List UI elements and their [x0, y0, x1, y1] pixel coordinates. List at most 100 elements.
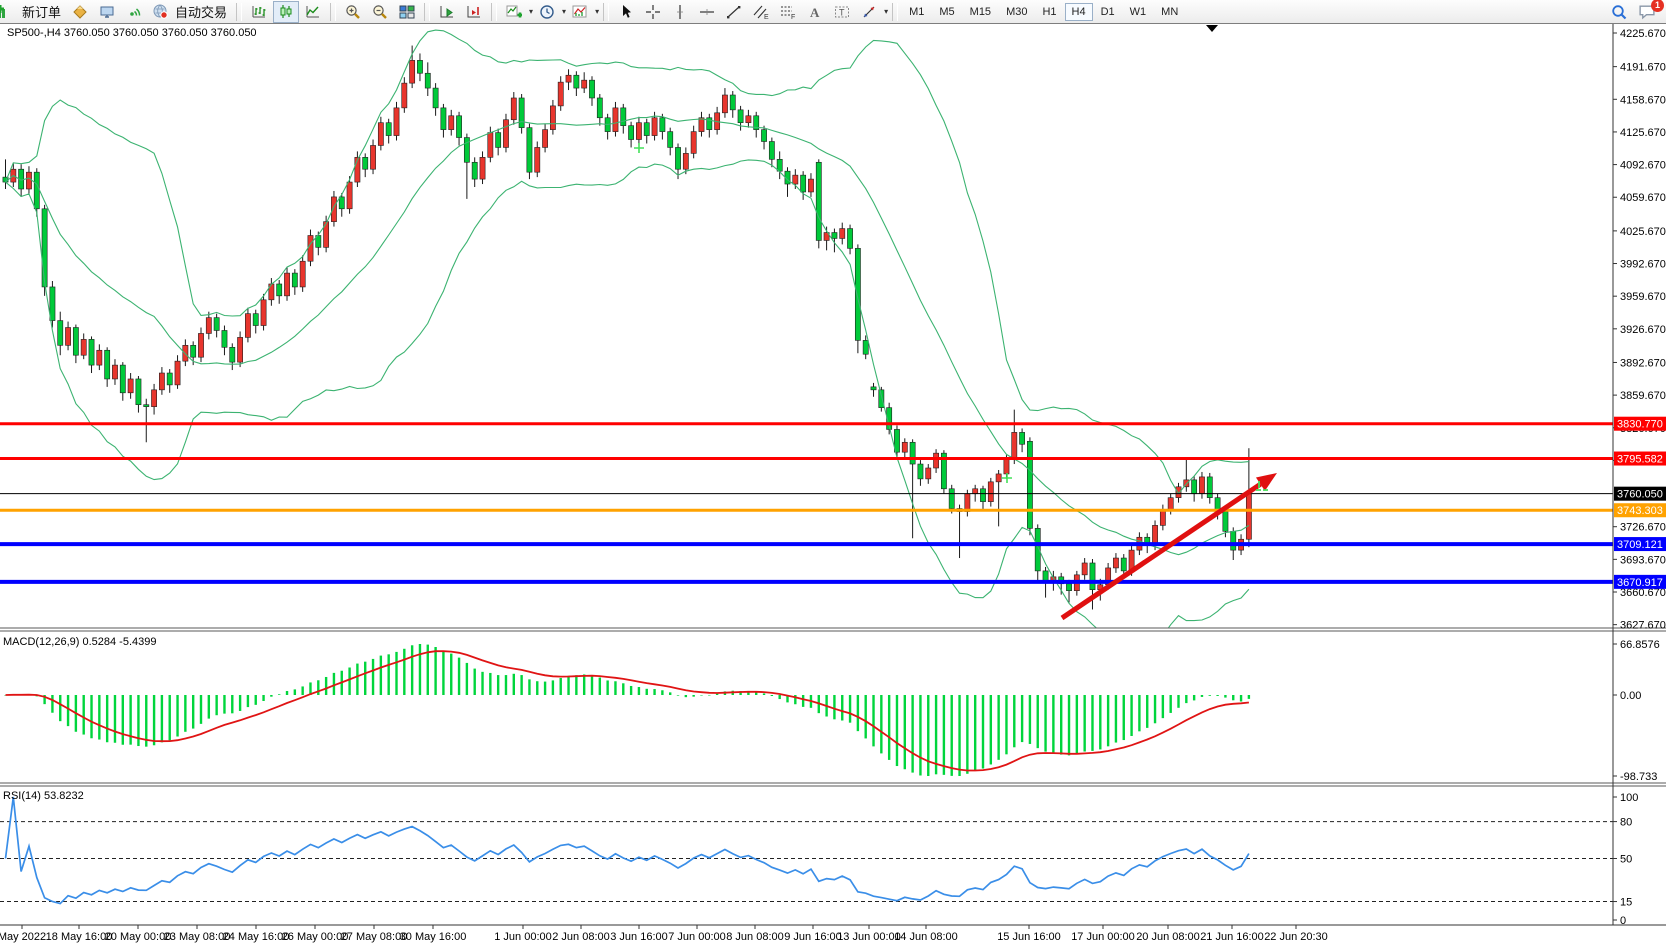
new-order-button[interactable]: 新订单 — [17, 2, 66, 22]
line-chart-icon[interactable] — [300, 1, 326, 23]
text-icon[interactable]: A — [802, 1, 828, 23]
time-tick-label: 30 May 16:00 — [400, 931, 467, 943]
rsi-indicator-label: RSI(14) 53.8232 — [3, 790, 84, 802]
price-label-3760.050: 3760.050 — [1614, 486, 1666, 501]
time-tick-label: 7 Jun 00:00 — [668, 931, 726, 943]
autotrading-icon — [153, 4, 171, 20]
timeframe-d1-button[interactable]: D1 — [1100, 5, 1115, 18]
templates-icon-dropdown[interactable]: ▾ — [595, 7, 600, 16]
timeframe-h4-button[interactable]: H4 — [1064, 2, 1093, 21]
signal-icon[interactable] — [121, 1, 147, 23]
auto-trading-button-label: 自动交易 — [175, 5, 228, 20]
toolbar-separator — [603, 2, 610, 21]
bar-chart-icon[interactable] — [246, 1, 272, 23]
tile-windows-icon[interactable] — [394, 1, 420, 23]
chart-shift-icon[interactable] — [461, 1, 487, 23]
time-tick-label: 27 May 08:00 — [341, 931, 408, 943]
timeframe-m1-button[interactable]: M1 — [909, 5, 925, 18]
timeframe-w1-button[interactable]: W1 — [1129, 5, 1147, 18]
price-label-3709.121: 3709.121 — [1614, 537, 1666, 552]
timeframe-mn-button[interactable]: MN — [1161, 5, 1179, 18]
timeframe-m15-button[interactable]: M15 — [969, 5, 992, 18]
new-order-button-label: 新订单 — [22, 5, 62, 20]
macd-signal-line — [5, 650, 1249, 772]
terminal-icon[interactable] — [94, 1, 120, 23]
rsi-line — [4, 796, 1250, 905]
price-tick-label: 3693.670 — [1620, 554, 1666, 566]
periods-icon[interactable] — [534, 1, 560, 23]
price-tick-label: 3959.670 — [1620, 291, 1666, 303]
time-tick-label: 22 Jun 20:30 — [1264, 931, 1328, 943]
trend-arrow-object[interactable] — [1060, 473, 1277, 621]
price-tick-label: 4125.670 — [1620, 127, 1666, 139]
toolbar-right-group: 1 — [1606, 0, 1666, 23]
svg-text:T: T — [839, 7, 845, 17]
hline-icon[interactable] — [694, 1, 720, 23]
search-icon[interactable] — [1606, 1, 1632, 23]
trendline-icon[interactable] — [721, 1, 747, 23]
macd-scale-label: 66.8576 — [1620, 639, 1660, 651]
timeframe-m30-button[interactable]: M30 — [1006, 5, 1028, 18]
svg-text:3743.303: 3743.303 — [1617, 505, 1663, 517]
price-pointer-marker — [1256, 481, 1268, 491]
time-tick-label: May 2022 — [0, 931, 46, 943]
fibonacci-icon[interactable]: F — [775, 1, 801, 23]
bollinger-middle — [5, 115, 1250, 556]
vline-icon[interactable] — [667, 1, 693, 23]
chart-add-icon[interactable] — [0, 1, 16, 23]
price-tick-label: 4225.670 — [1620, 28, 1666, 40]
zoom-in-icon[interactable] — [340, 1, 366, 23]
rsi-scale-label: 15 — [1620, 897, 1632, 909]
bollinger-upper — [4, 29, 1249, 495]
gold-gem-icon[interactable] — [67, 1, 93, 23]
arrows-icon-dropdown[interactable]: ▾ — [884, 7, 889, 16]
price-tick-label: 3859.670 — [1620, 390, 1666, 402]
time-tick-label: 23 May 08:00 — [164, 931, 231, 943]
trade-marker-plus — [634, 143, 644, 153]
svg-text:A: A — [810, 5, 820, 20]
templates-icon[interactable] — [567, 1, 593, 23]
price-tick-label: 3992.670 — [1620, 259, 1666, 271]
price-tick-label: 4158.670 — [1620, 94, 1666, 106]
channel-icon[interactable]: E — [748, 1, 774, 23]
svg-text:3795.582: 3795.582 — [1617, 454, 1663, 466]
zoom-out-icon[interactable] — [367, 1, 393, 23]
periods-icon-dropdown[interactable]: ▾ — [562, 7, 567, 16]
time-tick-label: 8 Jun 08:00 — [726, 931, 784, 943]
arrows-icon[interactable] — [856, 1, 882, 23]
timeframe-h1-button[interactable]: H1 — [1042, 5, 1057, 18]
toolbar-separator — [236, 2, 243, 21]
svg-text:3830.770: 3830.770 — [1617, 419, 1663, 431]
bollinger-lower — [5, 159, 1250, 628]
macd-indicator-label: MACD(12,26,9) 0.5284 -5.4399 — [3, 636, 157, 648]
symbol-title: SP500-,H4 3760.050 3760.050 3760.050 376… — [7, 27, 257, 39]
toolbar-separator — [892, 2, 899, 21]
notifications-button[interactable]: 1 — [1638, 0, 1664, 21]
price-tick-label: 3926.670 — [1620, 324, 1666, 336]
svg-text:3709.121: 3709.121 — [1617, 539, 1663, 551]
price-tick-label: 4092.670 — [1620, 160, 1666, 172]
time-tick-label: 20 Jun 08:00 — [1136, 931, 1200, 943]
crosshair-icon[interactable] — [640, 1, 666, 23]
price-label-3670.917: 3670.917 — [1614, 574, 1666, 589]
autoscroll-icon[interactable] — [434, 1, 460, 23]
cursor-icon[interactable] — [613, 1, 639, 23]
auto-trading-button[interactable]: 自动交易 — [148, 2, 232, 22]
indicators-icon[interactable] — [501, 1, 527, 23]
price-tick-label: 3726.670 — [1620, 522, 1666, 534]
rsi-scale-label: 100 — [1620, 792, 1638, 804]
time-tick-label: 3 Jun 16:00 — [610, 931, 668, 943]
candle-chart-icon[interactable] — [273, 0, 300, 23]
svg-text:3760.050: 3760.050 — [1617, 489, 1663, 501]
candlestick-series — [2, 45, 1252, 610]
time-tick-label: 20 May 00:00 — [105, 931, 172, 943]
svg-text:F: F — [791, 14, 795, 20]
rsi-scale-label: 0 — [1620, 915, 1626, 927]
indicators-icon-dropdown[interactable]: ▾ — [529, 7, 534, 16]
label-icon[interactable]: T — [829, 1, 855, 23]
timeframe-m5-button[interactable]: M5 — [939, 5, 955, 18]
time-tick-label: 26 May 00:00 — [282, 931, 349, 943]
toolbar-separator — [424, 2, 431, 21]
